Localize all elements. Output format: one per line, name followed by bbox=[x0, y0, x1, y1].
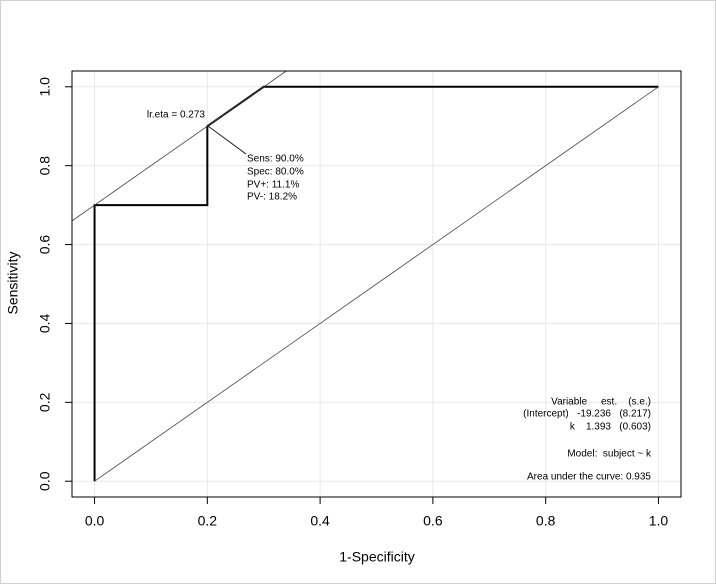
annotation: PV-: 18.2% bbox=[247, 192, 297, 203]
annotation: lr.eta = 0.273 bbox=[147, 110, 206, 121]
annotation: (Intercept) -19.236 (8.217) bbox=[523, 409, 651, 420]
roc-line bbox=[93, 85, 659, 482]
annotation: Sens: 90.0% bbox=[247, 154, 304, 165]
annotation: Variable est. (s.e.) bbox=[551, 397, 651, 408]
y-tick-label: 0.2 bbox=[37, 392, 53, 412]
y-tick-label: 0.0 bbox=[37, 471, 53, 491]
annotation: Area under the curve: 0.935 bbox=[527, 472, 651, 483]
annotation: k 1.393 (0.603) bbox=[570, 422, 651, 433]
x-tick-label: 0.8 bbox=[536, 513, 556, 529]
x-axis-title: 1-Specificity bbox=[339, 549, 414, 565]
roc-line bbox=[72, 71, 287, 222]
roc-line bbox=[94, 86, 659, 482]
x-tick-label: 0.6 bbox=[423, 513, 443, 529]
x-tick-label: 1.0 bbox=[649, 513, 669, 529]
annotation: PV+: 11.1% bbox=[247, 180, 299, 191]
annotation: Model: subject ~ k bbox=[567, 449, 652, 460]
y-tick-label: 0.8 bbox=[37, 156, 53, 176]
y-tick-label: 1.0 bbox=[37, 77, 53, 97]
y-tick-label: 0.6 bbox=[37, 235, 53, 255]
y-tick-label: 0.4 bbox=[37, 314, 53, 334]
y-axis-title: Sensitivity bbox=[5, 251, 21, 314]
x-tick-label: 0.0 bbox=[85, 513, 105, 529]
x-tick-label: 0.4 bbox=[310, 513, 330, 529]
pointer bbox=[207, 125, 247, 155]
x-tick-label: 0.2 bbox=[198, 513, 218, 529]
plot-border bbox=[71, 70, 682, 498]
annotation: Spec: 80.0% bbox=[247, 167, 304, 178]
